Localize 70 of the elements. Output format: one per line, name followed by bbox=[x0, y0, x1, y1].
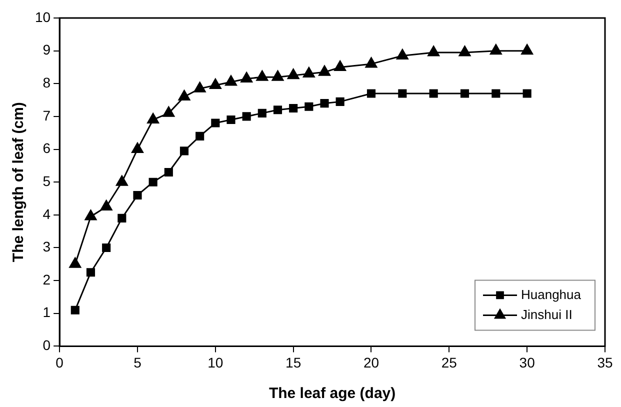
x-tick-label: 25 bbox=[441, 354, 458, 370]
point bbox=[178, 90, 190, 101]
point bbox=[84, 210, 97, 220]
y-axis-title: The length of leaf (cm) bbox=[10, 102, 28, 262]
point bbox=[258, 108, 266, 118]
x-tick-label: 5 bbox=[134, 354, 142, 370]
point bbox=[240, 72, 253, 82]
point bbox=[289, 104, 298, 113]
y-tick-label: 5 bbox=[42, 172, 51, 189]
point bbox=[396, 48, 408, 60]
point bbox=[118, 214, 126, 222]
point bbox=[460, 89, 470, 98]
point bbox=[256, 70, 268, 81]
point bbox=[318, 65, 330, 76]
point bbox=[211, 118, 220, 128]
point bbox=[242, 112, 251, 121]
point bbox=[132, 142, 144, 154]
point bbox=[100, 200, 112, 210]
point bbox=[102, 243, 111, 252]
point bbox=[334, 60, 346, 71]
y-tick-label: 10 bbox=[34, 8, 51, 25]
y-tick-label: 0 bbox=[42, 337, 51, 354]
y-tick-label: 9 bbox=[42, 42, 51, 58]
point bbox=[162, 106, 175, 117]
point bbox=[273, 106, 282, 114]
legend-label: Jinshui II bbox=[521, 306, 572, 322]
point bbox=[304, 102, 314, 111]
point bbox=[164, 168, 173, 177]
y-tick-label: 6 bbox=[42, 140, 51, 156]
point bbox=[336, 97, 344, 106]
x-tick-label: 30 bbox=[519, 354, 536, 370]
point bbox=[287, 68, 300, 80]
point bbox=[133, 190, 142, 200]
x-tick-label: 35 bbox=[597, 354, 613, 370]
point bbox=[147, 112, 160, 124]
point bbox=[522, 89, 532, 98]
point bbox=[366, 89, 376, 98]
point bbox=[302, 67, 315, 78]
point bbox=[429, 89, 438, 98]
point bbox=[398, 89, 407, 98]
point bbox=[492, 89, 500, 98]
point bbox=[209, 78, 222, 90]
y-tick-label: 4 bbox=[42, 206, 51, 222]
x-axis-title: The leaf age (day) bbox=[268, 385, 396, 402]
point bbox=[490, 44, 502, 55]
point bbox=[196, 132, 204, 140]
point bbox=[320, 99, 329, 108]
y-tick-label: 8 bbox=[42, 74, 51, 90]
y-tick-label: 2 bbox=[42, 271, 51, 288]
point bbox=[148, 178, 158, 186]
point bbox=[116, 175, 128, 186]
point bbox=[70, 306, 80, 314]
y-tick-label: 3 bbox=[42, 238, 51, 255]
point bbox=[458, 46, 471, 56]
point bbox=[194, 82, 206, 92]
y-tick-label: 1 bbox=[42, 304, 51, 320]
point bbox=[86, 268, 96, 277]
legend-label: Huanghua bbox=[521, 286, 582, 302]
point bbox=[365, 57, 378, 68]
x-tick-label: 20 bbox=[363, 354, 380, 370]
x-tick-label: 15 bbox=[286, 354, 302, 370]
x-tick-label: 0 bbox=[56, 354, 64, 370]
point bbox=[428, 46, 440, 56]
point bbox=[272, 70, 284, 81]
y-tick-label: 7 bbox=[42, 107, 51, 124]
point bbox=[521, 44, 534, 55]
point bbox=[180, 146, 189, 156]
point bbox=[225, 75, 237, 86]
x-tick-label: 10 bbox=[208, 354, 224, 370]
point bbox=[226, 115, 236, 124]
